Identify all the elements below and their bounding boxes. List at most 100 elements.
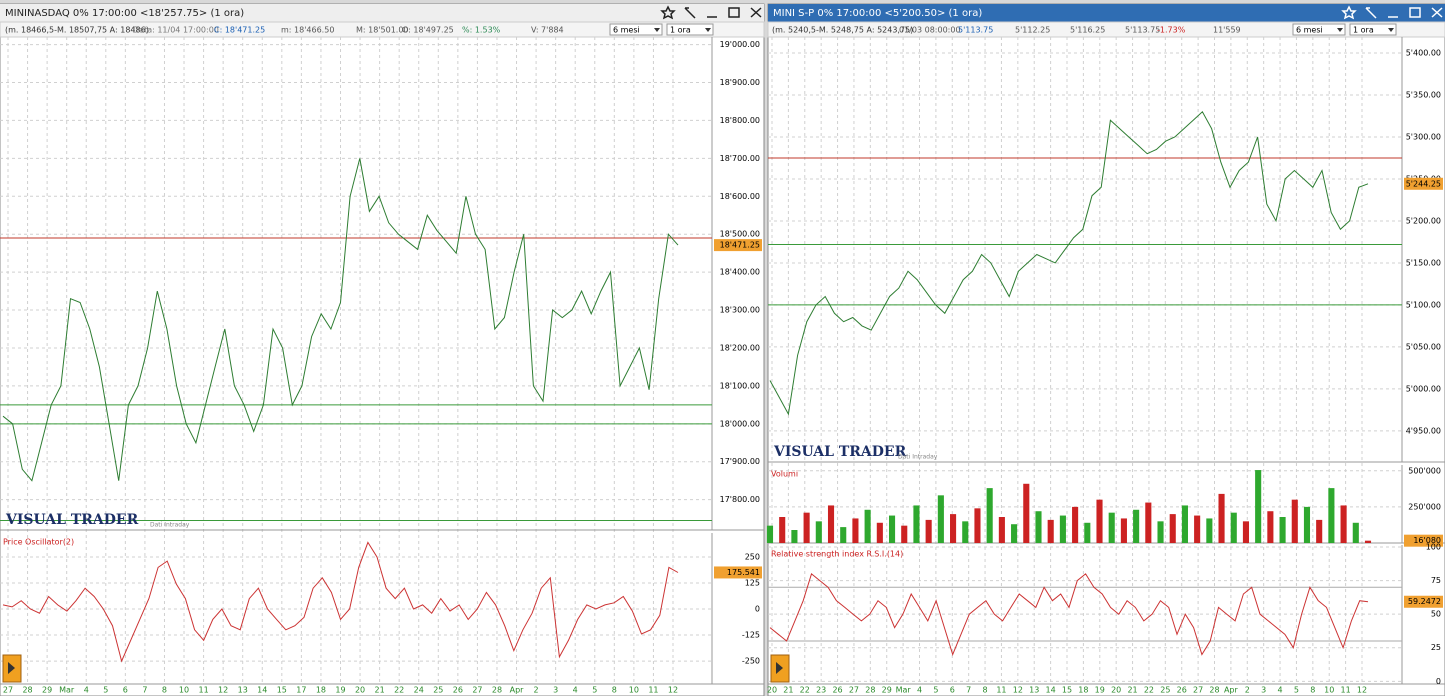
y-tick-label: 19'000.00 [720, 40, 760, 49]
window-button-min[interactable] [1385, 6, 1401, 20]
x-tick-label: 21 [1127, 686, 1137, 695]
info-item: O: 18'497.25 [402, 26, 454, 35]
y-tick-label: -250 [742, 657, 760, 666]
icon-star [1341, 5, 1357, 20]
volume-bar [1084, 522, 1091, 543]
last-value-label: 175.541 [727, 568, 760, 577]
y-tick-label: 18'700.00 [720, 154, 760, 163]
volume-bar [1230, 512, 1237, 543]
x-tick-label: 12 [1013, 686, 1023, 695]
x-tick-label: 4 [84, 686, 89, 695]
volume-bar [791, 530, 798, 543]
info-item: m: 18'466.50 [281, 26, 334, 35]
volume-bar [888, 515, 896, 543]
x-tick-label: 24 [414, 686, 424, 695]
volume-bar [998, 517, 1005, 543]
dropdown-arrow [1337, 28, 1343, 32]
pane-title: Volumi [771, 470, 798, 479]
dropdown-arrow [705, 28, 711, 32]
window-title: MINI S-P 0% 17:00:00 <5'200.50> (1 ora) [773, 8, 982, 19]
icon-close [750, 7, 762, 18]
volume-bar [876, 522, 883, 543]
volume-bar [1316, 519, 1323, 543]
last-value-label: 5'244.25 [1406, 179, 1441, 188]
volume-bar [925, 519, 932, 543]
volume-bar [1328, 488, 1335, 543]
icon-pin [684, 7, 696, 19]
volume-bar [1218, 493, 1225, 543]
last-value-label: 16'080 [1413, 536, 1441, 545]
volume-bar [1255, 470, 1262, 543]
volume-bar [1145, 502, 1152, 543]
period-value: 6 mesi [613, 26, 640, 35]
x-tick-label: 2 [1245, 686, 1250, 695]
x-tick-label: 20 [355, 686, 365, 695]
x-tick-label: 25 [1160, 686, 1170, 695]
interval-select[interactable] [666, 23, 714, 36]
volume-bar [827, 505, 835, 543]
window-button-min[interactable] [704, 6, 720, 20]
info-item: V: 7'884 [531, 26, 564, 35]
x-tick-label: Apr [510, 686, 525, 695]
x-tick-label: 6 [123, 686, 128, 695]
info-item: C: 18'471.25 [214, 26, 265, 35]
info-item: 5'116.25 [1070, 26, 1105, 35]
x-tick-label: 7 [966, 686, 971, 695]
volume-bar [1096, 499, 1103, 543]
x-tick-label: 11 [198, 686, 208, 695]
x-tick-label: 5 [933, 686, 938, 695]
x-tick-label: 4 [917, 686, 922, 695]
volume-bar [1279, 517, 1286, 543]
x-tick-label: 8 [162, 686, 167, 695]
pane-title: Relative strength index R.S.I.(14) [771, 550, 903, 559]
scroll-arrow [8, 662, 15, 674]
x-tick-label: 8 [983, 686, 988, 695]
x-tick-label: 10 [179, 686, 189, 695]
volume-bar [1072, 506, 1079, 543]
interval-select[interactable] [1349, 23, 1397, 36]
y-tick-label: 0 [1436, 677, 1441, 686]
period-select[interactable] [1292, 23, 1346, 36]
y-tick-label: 18'400.00 [720, 268, 760, 277]
x-tick-label: 18 [316, 686, 326, 695]
volume-bar [1133, 509, 1140, 543]
x-tick-label: 2 [534, 686, 539, 695]
volume-bar [1364, 540, 1372, 543]
x-tick-label: 22 [1144, 686, 1154, 695]
brand: VISUAL TRADER [5, 512, 139, 528]
x-tick-label: 13 [1029, 686, 1039, 695]
info-bar [767, 21, 1445, 38]
y-tick-label: 250 [745, 552, 760, 561]
title-bar [0, 4, 764, 22]
x-tick-label: Mar [59, 686, 75, 695]
y-tick-label: 4'950.00 [1406, 426, 1441, 435]
x-tick-label: 18 [1078, 686, 1088, 695]
info-item: 5'113.75 [1125, 26, 1160, 35]
volume-bar [1035, 511, 1042, 543]
x-tick-label: 26 [1177, 686, 1187, 695]
interval-value: 1 ora [1353, 26, 1374, 35]
x-tick-label: 4 [1278, 686, 1283, 695]
y-tick-label: 25 [1431, 643, 1441, 652]
price-line [2, 541, 679, 663]
x-tick-label: 13 [238, 686, 248, 695]
info-item: Data: 11/04 17:00:00 [133, 26, 219, 35]
volume-bar [1291, 499, 1298, 543]
volume-bar [962, 521, 969, 543]
volume-bar [937, 495, 944, 543]
y-tick-label: 100 [1426, 543, 1441, 552]
x-tick-label: 11 [1341, 686, 1351, 695]
period-select[interactable] [609, 23, 663, 36]
last-value-marker [1404, 595, 1443, 608]
volume-bar [974, 508, 981, 543]
x-tick-label: 27 [849, 686, 859, 695]
x-tick-label: 14 [257, 686, 267, 695]
y-tick-label: 50 [1431, 610, 1441, 619]
x-tick-label: 12 [218, 686, 228, 695]
info-item: (m. 18466,5-M. 18507,75 A: 18486) [5, 26, 149, 35]
x-tick-label: 3 [553, 686, 558, 695]
info-item: %: 1.53% [462, 26, 501, 35]
y-tick-label: 5'050.00 [1406, 342, 1441, 351]
